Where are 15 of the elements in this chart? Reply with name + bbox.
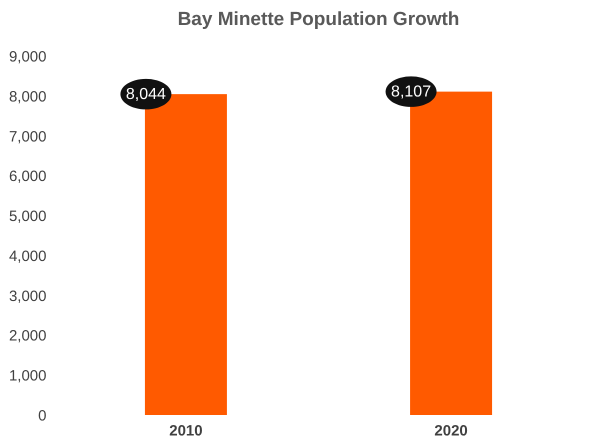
x-tick-label: 2010 [169, 422, 203, 440]
y-tick-label: 0 [38, 408, 46, 424]
y-tick-label: 4,000 [8, 248, 46, 265]
chart-title: Bay Minette Population Growth [178, 9, 460, 30]
y-tick-label: 7,000 [8, 128, 46, 146]
y-tick-label: 9,000 [8, 48, 46, 66]
y-tick-label: 5,000 [8, 208, 46, 226]
y-tick-label: 3,000 [8, 288, 46, 305]
y-tick-label: 1,000 [8, 368, 46, 385]
y-tick-label: 8,000 [8, 88, 46, 106]
data-label: 8,044 [126, 86, 166, 104]
y-tick-label: 6,000 [8, 168, 46, 186]
data-label: 8,107 [391, 84, 432, 101]
y-tick-label: 2,000 [8, 328, 46, 345]
x-tick-label: 2020 [434, 422, 468, 440]
